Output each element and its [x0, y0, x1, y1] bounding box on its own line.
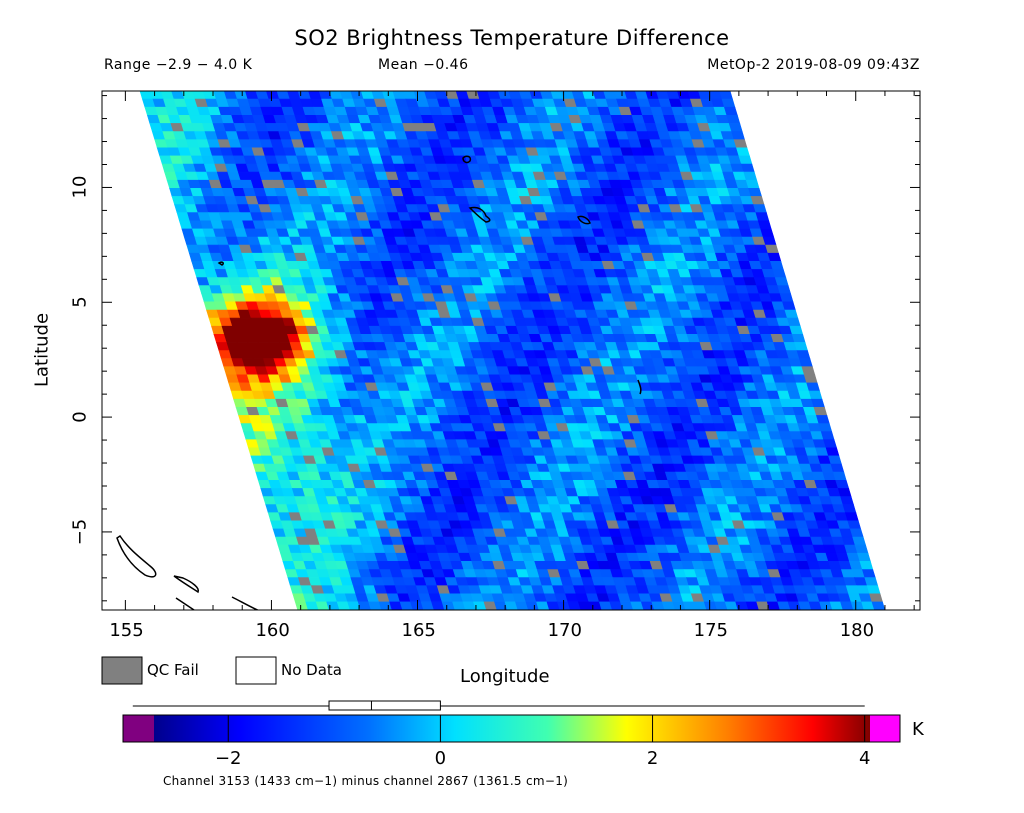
heatmap-cell	[825, 447, 840, 457]
colorbar-tick-label: −2	[214, 748, 242, 769]
heatmap-cell	[755, 212, 770, 222]
heatmap-cell	[844, 512, 859, 522]
heatmap-cell	[854, 544, 869, 554]
heatmap-cell	[840, 496, 854, 505]
heatmap-cell	[796, 350, 811, 359]
heatmap-swath	[139, 91, 886, 610]
heatmap-cell	[772, 269, 787, 278]
heatmap-cell	[857, 552, 871, 562]
heatmap-cell	[753, 204, 767, 213]
heatmap-cell	[808, 390, 823, 400]
heatmap-cell	[779, 293, 794, 303]
heatmap-cell	[721, 98, 736, 108]
range-text: Range −2.9 − 4.0 K	[104, 57, 253, 73]
heatmap-cell	[859, 560, 874, 570]
x-axis-label: Longitude	[460, 666, 550, 687]
heatmap-cell	[719, 91, 733, 100]
heatmap-cell	[767, 252, 782, 262]
heatmap-cell	[852, 536, 867, 546]
x-tick-label: 170	[547, 620, 582, 641]
heatmap-cell	[731, 131, 746, 140]
x-tick-label: 160	[255, 620, 290, 641]
colorbar-over	[870, 715, 900, 742]
y-tick-label: 10	[69, 175, 91, 199]
heatmap-cell	[866, 585, 881, 595]
heatmap-cell	[803, 374, 818, 384]
coastline-path	[116, 534, 157, 578]
heatmap-cell	[736, 147, 750, 157]
caption: Channel 3153 (1433 cm−1) minus channel 2…	[163, 774, 569, 788]
heatmap-cell	[762, 236, 777, 246]
heatmap-cell	[835, 479, 850, 489]
colorbar-under	[123, 715, 154, 742]
heatmap-cell	[820, 431, 835, 441]
heatmap-cell	[832, 471, 847, 481]
heatmap-cell	[774, 277, 789, 286]
colorbar-tick-label: 2	[646, 748, 659, 769]
heatmap-cell	[782, 301, 796, 311]
heatmap-cell	[733, 139, 748, 149]
heatmap-cell	[847, 520, 862, 530]
heatmap-cell	[748, 188, 763, 197]
colorbar-unit: K	[912, 719, 924, 740]
heatmap-cell	[801, 366, 816, 376]
heatmap-cell	[723, 106, 738, 116]
heatmap-cell	[726, 115, 741, 124]
heatmap-cell	[798, 358, 813, 368]
heatmap-cell	[740, 163, 755, 173]
y-tick-label: −5	[69, 518, 91, 546]
x-tick-label: 165	[401, 620, 436, 641]
heatmap-cell	[813, 406, 828, 416]
mean-text: Mean −0.46	[378, 57, 469, 73]
heatmap-cell	[861, 569, 876, 578]
heatmap-cell	[769, 260, 784, 270]
x-tick-label: 180	[839, 620, 875, 641]
qc-fail-swatch	[101, 656, 143, 685]
heatmap-cell	[728, 123, 743, 132]
x-tick-label: 155	[109, 620, 144, 641]
qc-fail-label: QC Fail	[147, 661, 199, 679]
no-data-label: No Data	[281, 661, 342, 679]
chart-title: SO2 Brightness Temperature Difference	[294, 26, 730, 50]
y-tick-label: 5	[69, 296, 91, 308]
heatmap-cell	[842, 504, 857, 514]
heatmap-cell	[743, 171, 758, 181]
colorbar-tick-label: 0	[434, 748, 447, 769]
colorbar-gradient	[154, 715, 870, 742]
heatmap-cell	[830, 463, 845, 473]
coastline-path	[173, 575, 200, 594]
heatmap-cell	[818, 423, 833, 432]
heatmap-cell	[760, 228, 775, 238]
heatmap-cell	[828, 455, 842, 465]
heatmap-cell	[849, 528, 864, 538]
heatmap-cell	[745, 179, 760, 189]
heatmap-cell	[757, 220, 772, 230]
heatmap-cell	[750, 196, 765, 205]
heatmap-cell	[869, 593, 883, 603]
heatmap-cell	[784, 309, 799, 319]
heatmap-cell	[765, 244, 779, 254]
heatmap-cell	[794, 342, 808, 351]
heatmap-cell	[823, 439, 838, 449]
satellite-text: MetOp-2 2019-08-09 09:43Z	[707, 57, 920, 73]
heatmap-cell	[791, 333, 806, 343]
no-data-swatch	[235, 656, 277, 685]
heatmap-cell	[871, 601, 886, 610]
heatmap-cell	[777, 285, 792, 295]
heatmap-cell	[837, 488, 852, 497]
heatmap-cell	[864, 577, 879, 587]
y-axis-label: Latitude	[31, 312, 53, 388]
heatmap-cell	[789, 325, 804, 335]
x-tick-label: 175	[693, 620, 729, 641]
colorbar-tick-label: 4	[858, 748, 871, 769]
heatmap-cell	[738, 155, 753, 165]
heatmap-cell	[815, 415, 830, 424]
heatmap-cell	[806, 382, 821, 392]
heatmap-cell	[811, 398, 825, 408]
stats-boxplot	[132, 700, 865, 711]
heatmap-cell	[786, 317, 801, 327]
y-tick-label: 0	[69, 411, 91, 423]
